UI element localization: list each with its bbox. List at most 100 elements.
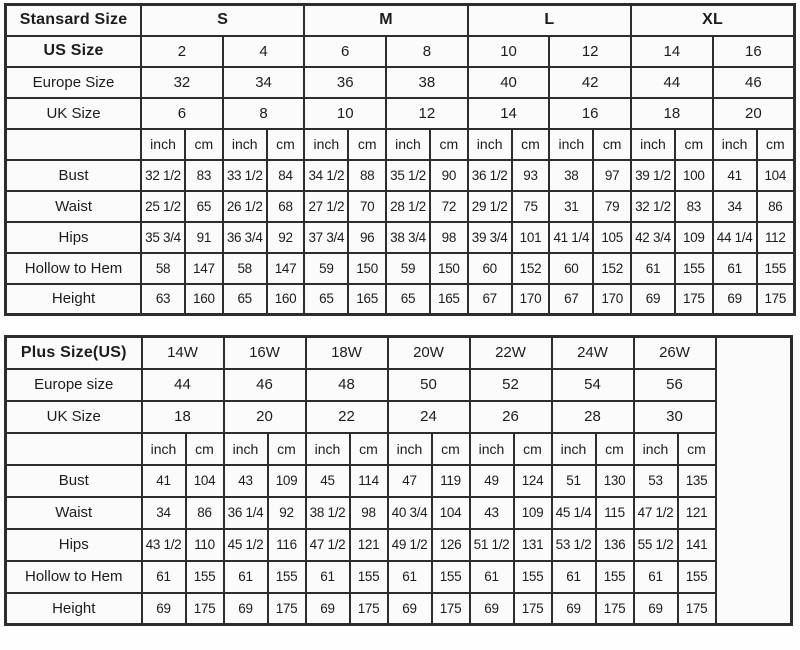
value-cell: 61 xyxy=(386,559,433,594)
measurement-row: Hips 35 3/4 91 36 3/4 92 37 3/4 96 38 3/4 98 39 3… xyxy=(4,220,796,254)
unit-cell: cm xyxy=(755,127,796,161)
size-cell: 4 xyxy=(221,34,306,68)
value-cell: 36 3/4 xyxy=(221,220,268,254)
unit-cell: cm xyxy=(430,431,471,466)
value-cell: 51 xyxy=(550,463,597,498)
standard-size-table: Stansard Size S M L XL US Size 2 4 6 8 10 12 14 16 Eur… xyxy=(4,3,796,316)
value-cell: 60 xyxy=(548,251,595,285)
value-cell: 170 xyxy=(510,282,551,316)
value-cell: 88 xyxy=(347,158,388,192)
value-cell: 47 1/2 xyxy=(632,495,679,530)
unit-cell: inch xyxy=(221,127,268,161)
unit-cell: cm xyxy=(592,127,633,161)
value-cell: 61 xyxy=(468,559,515,594)
size-conversion-row: US Size 2 4 6 8 10 12 14 16 xyxy=(4,34,796,68)
size-group-cell: 18W xyxy=(304,335,389,370)
value-cell: 41 xyxy=(140,463,187,498)
value-cell: 37 3/4 xyxy=(303,220,350,254)
size-cell: 26 xyxy=(468,399,553,434)
size-conversion-row: UK Size 18 20 22 24 26 28 30 xyxy=(4,399,792,434)
value-cell: 84 xyxy=(265,158,306,192)
value-cell: 26 1/2 xyxy=(221,189,268,223)
value-cell: 83 xyxy=(673,189,714,223)
measurement-row: Waist 25 1/2 65 26 1/2 68 27 1/2 70 28 1/2 72 29 … xyxy=(4,189,796,223)
size-chart-page: Stansard Size S M L XL US Size 2 4 6 8 10 12 14 16 Eur… xyxy=(4,3,796,626)
value-cell: 63 xyxy=(140,282,186,316)
value-cell: 155 xyxy=(512,559,553,594)
value-cell: 175 xyxy=(594,591,635,626)
measurement-row: Height 63 160 65 160 65 165 65 165 67 170 67 170 69 17… xyxy=(4,282,796,316)
value-cell: 69 xyxy=(222,591,269,626)
value-cell: 155 xyxy=(673,251,714,285)
value-cell: 39 1/2 xyxy=(630,158,676,192)
size-cell: 18 xyxy=(140,399,225,434)
value-cell: 130 xyxy=(594,463,635,498)
unit-cell: inch xyxy=(303,127,350,161)
size-cell: 28 xyxy=(550,399,635,434)
value-cell: 45 1/4 xyxy=(550,495,597,530)
value-cell: 59 xyxy=(303,251,350,285)
value-cell: 86 xyxy=(184,495,225,530)
row-label: Europe Size xyxy=(4,65,143,99)
value-cell: 170 xyxy=(592,282,633,316)
row-label xyxy=(4,127,143,161)
value-cell: 155 xyxy=(348,559,389,594)
size-cell: 22 xyxy=(304,399,389,434)
value-cell: 68 xyxy=(265,189,306,223)
value-cell: 49 1/2 xyxy=(386,527,433,562)
measurement-row: Hollow to Hem 61 155 61 155 61 155 61 155 61 155 61… xyxy=(4,559,792,594)
value-cell: 67 xyxy=(548,282,595,316)
value-cell: 112 xyxy=(755,220,796,254)
value-cell: 41 1/4 xyxy=(548,220,595,254)
unit-cell: inch xyxy=(550,431,597,466)
value-cell: 53 xyxy=(632,463,679,498)
value-cell: 175 xyxy=(348,591,389,626)
value-cell: 155 xyxy=(676,559,717,594)
unit-row: inch cm inch cm inch cm inch cm inch cm inch cm inch… xyxy=(4,127,796,161)
unit-cell: inch xyxy=(222,431,269,466)
unit-cell: inch xyxy=(468,431,515,466)
value-cell: 58 xyxy=(140,251,186,285)
value-cell: 124 xyxy=(512,463,553,498)
size-cell: 24 xyxy=(386,399,471,434)
value-cell: 147 xyxy=(183,251,224,285)
value-cell: 155 xyxy=(594,559,635,594)
value-cell: 51 1/2 xyxy=(468,527,515,562)
value-cell: 116 xyxy=(266,527,307,562)
measurement-row: Bust 32 1/2 83 33 1/2 84 34 1/2 88 35 1/2 90 36 1… xyxy=(4,158,796,192)
size-cell: 32 xyxy=(140,65,224,99)
unit-cell: cm xyxy=(673,127,714,161)
value-cell: 69 xyxy=(140,591,187,626)
value-cell: 152 xyxy=(510,251,551,285)
row-label: Hips xyxy=(4,527,143,562)
value-cell: 135 xyxy=(676,463,717,498)
value-cell: 69 xyxy=(632,591,679,626)
value-cell: 155 xyxy=(430,559,471,594)
row-label: Plus Size(US) xyxy=(4,335,143,370)
value-cell: 131 xyxy=(512,527,553,562)
size-group-cell: 20W xyxy=(386,335,471,370)
value-cell: 109 xyxy=(512,495,553,530)
value-cell: 175 xyxy=(266,591,307,626)
unit-cell: cm xyxy=(594,431,635,466)
size-cell: 8 xyxy=(221,96,306,130)
unit-cell: cm xyxy=(512,431,553,466)
value-cell: 175 xyxy=(676,591,717,626)
value-cell: 75 xyxy=(510,189,551,223)
unit-cell: cm xyxy=(347,127,388,161)
value-cell: 101 xyxy=(510,220,551,254)
value-cell: 61 xyxy=(630,251,676,285)
value-cell: 97 xyxy=(592,158,633,192)
value-cell: 105 xyxy=(592,220,633,254)
value-cell: 69 xyxy=(711,282,758,316)
measurement-row: Height 69 175 69 175 69 175 69 175 69 175 69 175 69 17… xyxy=(4,591,792,626)
value-cell: 175 xyxy=(512,591,553,626)
size-conversion-row: UK Size 6 8 10 12 14 16 18 20 xyxy=(4,96,796,130)
value-cell: 155 xyxy=(755,251,796,285)
unit-cell: cm xyxy=(266,431,307,466)
size-group-row: Plus Size(US) 14W 16W 18W 20W 22W 24W 26W xyxy=(4,335,793,626)
value-cell: 100 xyxy=(673,158,714,192)
value-cell: 83 xyxy=(183,158,224,192)
value-cell: 69 xyxy=(630,282,676,316)
value-cell: 104 xyxy=(755,158,796,192)
